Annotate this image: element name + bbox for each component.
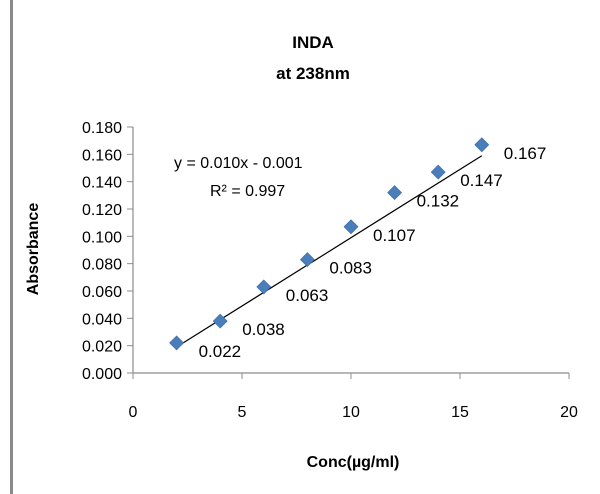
data-point-label: 0.022: [199, 342, 242, 361]
y-tick-label: 0.000: [82, 366, 122, 383]
x-tick-label: 20: [560, 404, 578, 421]
y-tick-label: 0.120: [82, 202, 122, 219]
data-point-label: 0.132: [417, 192, 460, 211]
left-border-line: [10, 0, 13, 494]
data-point-label: 0.147: [460, 171, 503, 190]
y-tick-label: 0.180: [82, 120, 122, 137]
data-point-marker: [343, 219, 359, 235]
data-point-label: 0.083: [329, 259, 372, 278]
chart-title-line-1: INDA: [292, 33, 334, 52]
x-axis-title: Conc(µg/ml): [307, 454, 400, 471]
y-tick-label: 0.080: [82, 257, 122, 274]
trendline: [176, 155, 483, 348]
x-tick-label: 5: [238, 404, 247, 421]
y-tick-label: 0.140: [82, 175, 122, 192]
y-tick-label: 0.040: [82, 311, 122, 328]
data-point-marker: [430, 164, 446, 180]
y-tick-label: 0.100: [82, 229, 122, 246]
trendline-equation: y = 0.010x - 0.001: [174, 155, 303, 172]
x-tick-label: 15: [451, 404, 469, 421]
chart-title-line-2: at 238nm: [276, 64, 350, 83]
data-point-marker: [299, 252, 315, 267]
y-tick-label: 0.020: [82, 339, 122, 356]
data-point-marker: [256, 279, 272, 295]
data-point-label: 0.167: [504, 144, 547, 163]
y-tick-label: 0.160: [82, 147, 122, 164]
data-point-label: 0.107: [373, 226, 416, 245]
data-point-marker: [212, 313, 228, 329]
trendline-r-squared: R² = 0.997: [210, 183, 285, 200]
data-point-marker: [387, 185, 403, 201]
x-tick-label: 10: [342, 404, 360, 421]
data-point-label: 0.063: [286, 286, 329, 305]
y-axis-title: Absorbance: [25, 203, 42, 296]
y-tick-label: 0.060: [82, 284, 122, 301]
plot-area: 0.000 0.020 0.040 0.060 0.080 0.100 0.120 0.140…: [82, 120, 578, 421]
x-tick-label: 0: [129, 404, 138, 421]
data-point-marker: [474, 137, 490, 153]
data-point-marker: [169, 335, 185, 351]
data-point-label: 0.038: [242, 320, 285, 339]
